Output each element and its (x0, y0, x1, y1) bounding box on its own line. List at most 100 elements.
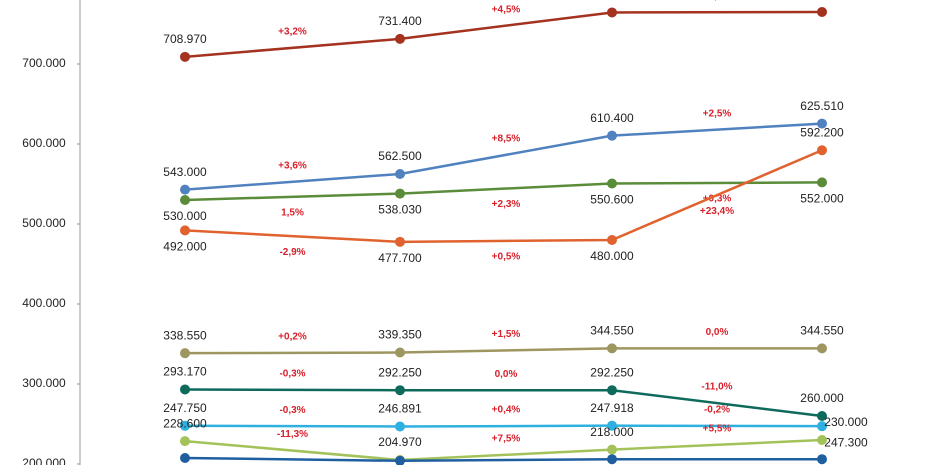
value-label: 708.970 (163, 32, 207, 46)
point (180, 348, 190, 359)
point (395, 169, 405, 179)
series-line (184, 388, 823, 418)
series-line (184, 10, 823, 59)
series-line (184, 424, 823, 428)
change-label: +23,4% (700, 206, 734, 217)
change-label: -11,0% (701, 382, 732, 393)
point (180, 420, 190, 431)
point (395, 385, 405, 396)
change-label: +0,2% (278, 331, 307, 342)
change-label: -0,2% (704, 405, 730, 416)
change-label: 1,5% (281, 207, 304, 218)
change-label: 0,0% (495, 369, 518, 380)
value-label: 477.700 (378, 251, 422, 265)
value-label: 552.000 (800, 192, 844, 206)
point (817, 411, 827, 421)
series-line (184, 122, 823, 191)
y-tick-label: 500.000 (22, 216, 66, 230)
point (180, 184, 190, 195)
value-label: 543.000 (163, 165, 207, 179)
point (817, 421, 827, 432)
y-tick-label: 600.000 (22, 136, 66, 150)
change-label: +5,5% (703, 423, 732, 434)
y-tick-label: 700.000 (22, 56, 66, 70)
value-label: 625.510 (800, 99, 844, 113)
change-label: -11,3% (277, 429, 308, 440)
point (180, 51, 190, 62)
value-label: 218.000 (590, 425, 634, 439)
change-label: +8,5% (492, 133, 521, 144)
point (180, 195, 190, 205)
series-line (184, 149, 823, 244)
value-label: 230.000 (824, 415, 868, 429)
value-label: 293.170 (163, 365, 207, 379)
change-label: -0,3% (279, 405, 305, 416)
point (607, 7, 617, 18)
value-label: 247.750 (163, 401, 207, 415)
point (607, 130, 617, 141)
value-label: 339.350 (378, 328, 422, 342)
change-label: +3,6% (278, 160, 307, 171)
y-tick-label: 300.000 (22, 376, 66, 390)
point (395, 347, 405, 358)
change-label: +3,2% (278, 26, 307, 37)
y-tick-label: 400.000 (22, 296, 66, 310)
value-label: 246.891 (378, 402, 422, 416)
value-label: 530.000 (163, 209, 207, 223)
series-line (184, 456, 822, 463)
point (395, 188, 405, 199)
point (395, 33, 405, 44)
change-label: +1,5% (492, 329, 521, 340)
point (180, 384, 190, 395)
change-label: +0,1% (703, 0, 732, 2)
value-label: 492.000 (163, 240, 207, 254)
change-label: +2,3% (492, 199, 521, 210)
change-label: +7,5% (492, 433, 521, 444)
change-label: -0,3% (279, 368, 305, 379)
point (817, 6, 827, 17)
point (607, 343, 617, 354)
value-label: 480.000 (590, 249, 634, 263)
value-label: 260.000 (800, 391, 844, 405)
point (180, 436, 190, 447)
point (607, 385, 617, 396)
value-label: 764.418 (590, 0, 634, 2)
series-line (184, 181, 823, 202)
value-label: 562.500 (378, 149, 422, 163)
point (817, 454, 827, 465)
value-label: 247.918 (590, 401, 634, 415)
y-tick-label: 200.000 (22, 456, 66, 465)
point (180, 225, 190, 236)
point (817, 343, 827, 354)
change-label: -2,9% (279, 247, 305, 258)
point (817, 145, 827, 156)
value-label: 610.400 (590, 111, 634, 125)
value-label: 338.550 (163, 328, 207, 342)
change-label: +0,3% (703, 194, 732, 205)
point (395, 236, 405, 247)
change-label: +4,5% (492, 4, 521, 15)
point (607, 454, 617, 465)
value-label: 344.550 (800, 324, 844, 338)
point (395, 421, 405, 432)
point (817, 177, 827, 188)
point (607, 235, 617, 245)
value-label: 550.600 (590, 193, 634, 207)
value-label: 204.970 (378, 435, 422, 449)
series-line (184, 438, 823, 462)
point (607, 420, 617, 431)
point (817, 118, 827, 129)
point (180, 453, 190, 463)
point (395, 455, 405, 465)
point (817, 435, 827, 445)
value-label: 538.030 (378, 203, 422, 217)
value-label: 344.550 (590, 324, 634, 338)
value-label: 731.400 (378, 14, 422, 28)
point (607, 444, 617, 455)
change-label: 0,0% (706, 327, 729, 338)
value-label: 292.250 (590, 365, 634, 379)
value-label: 592.200 (800, 125, 844, 139)
value-label: 292.250 (378, 365, 422, 379)
point (607, 178, 617, 189)
